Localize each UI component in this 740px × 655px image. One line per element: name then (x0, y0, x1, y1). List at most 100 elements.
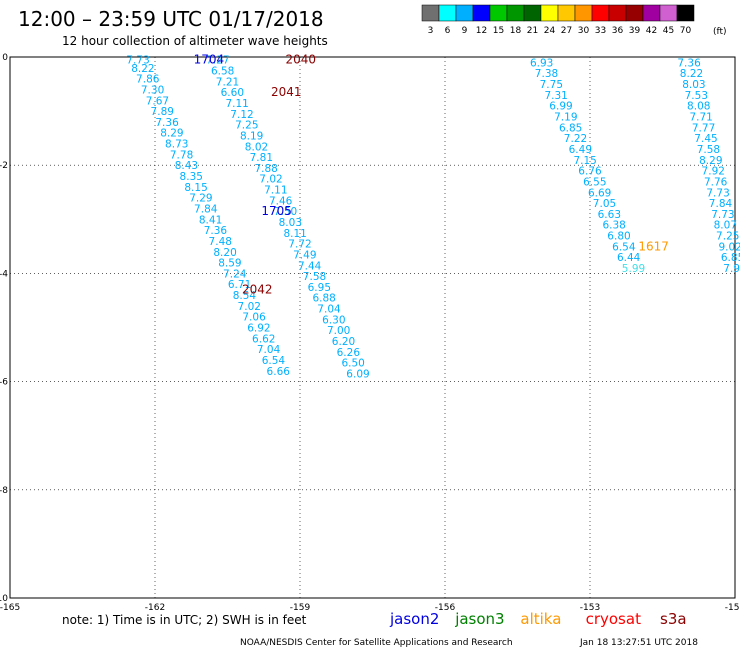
color-swatch-18 (506, 4, 525, 22)
wave-height-value: 6.80 (607, 231, 630, 243)
satellite-legend: jason2 jason3 altika cryosat s3a (389, 610, 687, 628)
color-swatch-label: 9 (462, 26, 468, 36)
color-swatch-label: 18 (510, 26, 522, 36)
color-swatch-label: 3 (428, 26, 434, 36)
color-swatch-label: 21 (527, 26, 538, 36)
color-swatch-label: 30 (578, 26, 590, 36)
wave-height-value: 7.12 (230, 109, 253, 121)
wave-height-value: 7.36 (677, 57, 701, 69)
wave-height-value: 6.55 (583, 176, 606, 188)
wave-height-value: 7.49 (293, 249, 316, 261)
wave-height-value: 7.48 (209, 236, 232, 248)
color-swatch-label: 27 (561, 26, 572, 36)
legend-item-altika: altika (520, 610, 561, 628)
x-axis-ticks: -165 -162 -159 -156 -153 -150 (0, 603, 740, 613)
wave-height-value: 8.43 (175, 160, 198, 172)
wave-height-value: 8.54 (233, 290, 257, 302)
color-scale-unit: (ft) (713, 27, 727, 37)
footer-note: note: 1) Time is in UTC; 2) SWH is in fe… (62, 613, 307, 627)
y-tick-label: -4 (0, 269, 8, 279)
color-swatch-42 (642, 4, 661, 22)
wave-height-value: 7.38 (535, 68, 558, 80)
wave-height-value: 7.73 (126, 55, 149, 67)
y-tick-label: -2 (0, 161, 8, 171)
x-tick-label: -162 (145, 603, 165, 613)
wave-height-value: 8.29 (699, 155, 722, 167)
wave-height-value: 7.88 (254, 163, 277, 175)
data-marks: 7.738.227.867.307.677.897.368.298.737.78… (126, 55, 740, 381)
y-tick-label: 0 (2, 53, 8, 63)
wave-height-value: 8.03 (682, 79, 705, 91)
wave-height-value: 7.02 (259, 174, 282, 186)
wave-height-value: 7.15 (573, 155, 596, 167)
wave-height-value: 6.44 (617, 252, 641, 264)
wave-height-value: 6.92 (247, 323, 270, 335)
wave-height-value: 6.58 (211, 66, 234, 78)
color-swatch-label: 39 (629, 26, 641, 36)
wave-height-value: 8.29 (160, 128, 183, 140)
color-swatch-30 (574, 4, 593, 22)
wave-height-value: 6.20 (332, 336, 355, 348)
wave-height-value: 6.66 (267, 366, 291, 378)
wave-height-value: 8.22 (680, 68, 703, 80)
wave-height-value: 7.46 (269, 195, 293, 207)
time-annotation: 1617 (638, 239, 669, 253)
color-swatch-39 (625, 4, 644, 22)
x-tick-label: -156 (435, 603, 456, 613)
wave-height-value: 8.22 (131, 63, 154, 75)
wave-height-value: 7.24 (223, 268, 247, 280)
color-swatch-33 (591, 4, 610, 22)
footer-timestamp: Jan 18 13:27:51 UTC 2018 (579, 638, 698, 648)
chart-title: 12:00 – 23:59 UTC 01/17/2018 (18, 7, 324, 31)
wave-height-value: 7.36 (204, 225, 228, 237)
y-axis-ticks: 0 -2 -4 -6 -8 -10 (0, 53, 8, 604)
x-tick-label: -165 (0, 603, 20, 613)
color-swatch-70 (676, 4, 695, 22)
wave-height-value: 6.60 (221, 87, 244, 99)
time-annotation: 1704 (194, 53, 225, 67)
wave-height-value: 6.09 (346, 368, 369, 380)
wave-height-value: 7.02 (238, 301, 261, 313)
wave-height-value: 7.25 (235, 120, 258, 132)
color-swatch-label: 6 (445, 26, 451, 36)
time-annotation: 2041 (271, 85, 302, 99)
wave-height-value: 7.11 (264, 185, 287, 197)
time-annotation: 1705 (261, 204, 292, 218)
wave-height-value: 7.78 (170, 149, 193, 161)
legend-item-jason2: jason2 (389, 610, 439, 628)
wave-height-value: 7.90 (723, 263, 740, 275)
wave-height-value: 6.49 (569, 144, 592, 156)
wave-height-value: 8.59 (218, 258, 241, 270)
x-tick-label: -153 (580, 603, 600, 613)
wave-height-value: 7.53 (685, 90, 708, 102)
wave-height-value: 7.27 (206, 55, 229, 67)
color-swatch-45 (659, 4, 678, 22)
color-swatch-label: 12 (476, 26, 487, 36)
wave-height-value: 8.35 (180, 171, 203, 183)
footer-credit: NOAA/NESDIS Center for Satellite Applica… (240, 638, 513, 648)
wave-height-value: 8.03 (279, 217, 302, 229)
plot-area: -165 -162 -159 -156 -153 -150 0 -2 -4 -6 -8 -10 7.… (0, 53, 740, 613)
color-swatch-label: 45 (663, 26, 674, 36)
time-annotation: 2040 (286, 53, 317, 67)
wave-height-value: 6.76 (578, 166, 602, 178)
color-swatch-label: 42 (646, 26, 657, 36)
wave-height-value: 6.99 (549, 101, 572, 113)
color-swatch-27 (557, 4, 576, 22)
color-swatch-6 (438, 4, 457, 22)
wave-height-value: 5.99 (622, 263, 645, 275)
plot-frame (9, 56, 736, 599)
y-tick-label: -10 (0, 594, 8, 604)
wave-height-value: 7.30 (141, 84, 164, 96)
wave-height-value: 6.54 (262, 355, 286, 367)
wave-height-value: 6.93 (530, 57, 553, 69)
wave-height-value: 7.75 (540, 79, 563, 91)
color-swatch-24 (540, 4, 559, 22)
color-swatch-21 (523, 4, 542, 22)
wave-height-value: 7.58 (697, 144, 720, 156)
wave-height-value: 6.38 (602, 220, 625, 232)
wave-height-value: 6.95 (308, 282, 331, 294)
color-swatch-label: 70 (680, 26, 692, 36)
legend-item-cryosat: cryosat (586, 610, 641, 628)
wave-height-value: 8.08 (687, 101, 710, 113)
